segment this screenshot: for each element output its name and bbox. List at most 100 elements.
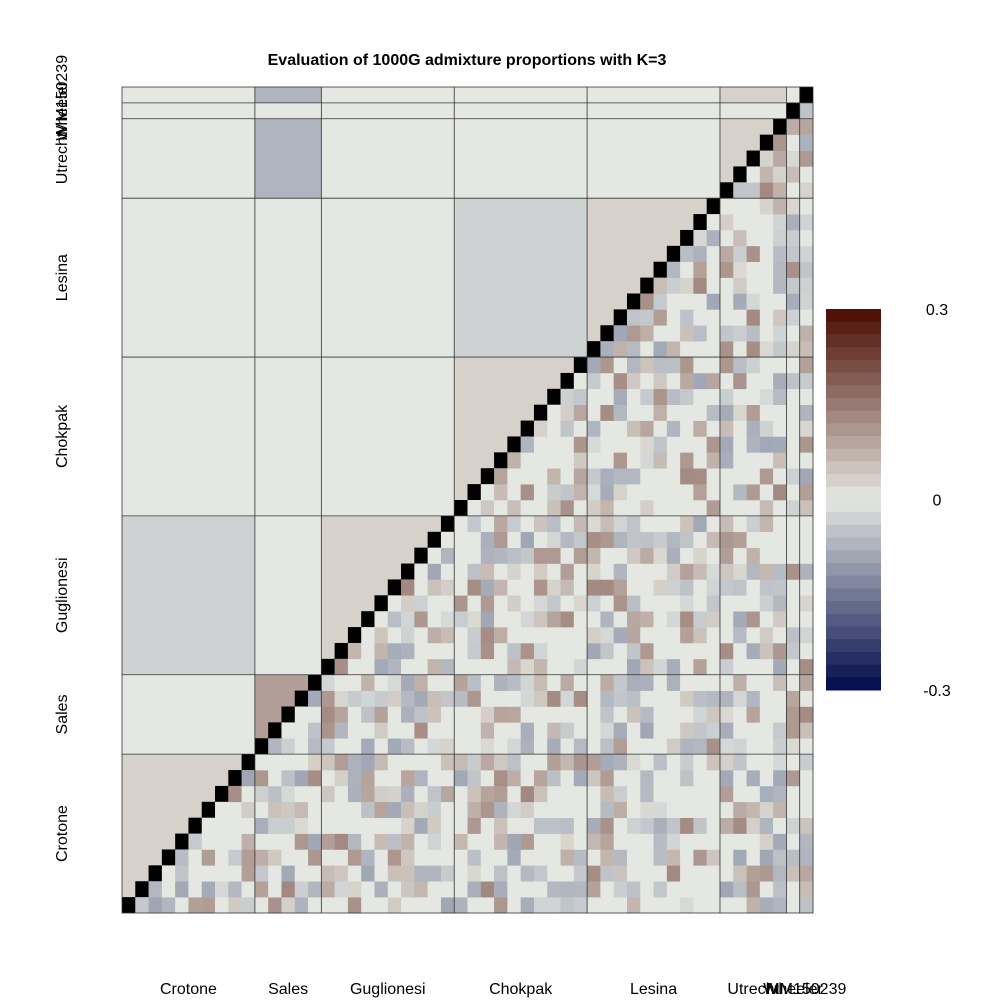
heatmap-cell: [308, 881, 322, 898]
heatmap-cell: [773, 738, 787, 755]
heatmap-cell: [494, 611, 508, 628]
heatmap-cell: [680, 579, 694, 596]
heatmap-cell: [387, 754, 402, 771]
heatmap-cell: [799, 500, 814, 517]
heatmap-cell: [308, 706, 322, 723]
heatmap-cell: [454, 738, 468, 755]
heatmap-cell: [175, 865, 189, 882]
heatmap-cell: [201, 833, 216, 850]
heatmap-cell: [773, 595, 787, 612]
heatmap-cell: [759, 357, 774, 374]
heatmap-cell: [361, 801, 375, 818]
heatmap-cell: [507, 770, 521, 787]
heatmap-cell: [759, 770, 774, 787]
heatmap-cell: [414, 579, 428, 596]
heatmap-cell: [281, 801, 296, 818]
heatmap-cell: [547, 611, 561, 628]
heatmap-cell: [786, 563, 801, 580]
heatmap-cell: [773, 214, 787, 231]
heatmap-cell: [454, 611, 468, 628]
heatmap-cell: [746, 627, 761, 644]
heatmap-cell: [587, 595, 601, 612]
heatmap-block-Guglionesi-Sales: [254, 515, 322, 675]
heatmap-cell: [719, 261, 734, 278]
heatmap-cell: [175, 849, 189, 866]
heatmap-cell: [308, 817, 322, 834]
heatmap-cell: [507, 611, 521, 628]
heatmap-cell: [706, 277, 721, 294]
heatmap-cell: [587, 372, 601, 390]
heatmap-cell: [587, 817, 601, 834]
heatmap-cell: [201, 865, 216, 882]
heatmap-cell: [666, 531, 681, 548]
heatmap-cell: [706, 500, 721, 517]
heatmap-cell: [799, 404, 814, 421]
heatmap-cell: [573, 817, 588, 834]
heatmap-cell: [613, 865, 628, 882]
colorbar-swatch: [826, 639, 881, 653]
heatmap-cell: [786, 515, 801, 533]
heatmap-cell: [560, 595, 575, 612]
heatmap-cell: [334, 674, 349, 691]
heatmap-cell: [334, 738, 349, 755]
heatmap-cell: [773, 357, 787, 374]
heatmap-cell: [533, 849, 548, 866]
heatmap-cell: [613, 658, 628, 676]
heatmap-block-Utrecht-Sales: [254, 118, 322, 199]
heatmap-cell: [573, 658, 588, 676]
heatmap-cell: [613, 849, 628, 866]
diagonal-cell: [228, 770, 242, 786]
heatmap-block-Wheeler-Crotone: [122, 102, 255, 119]
heatmap-cell: [600, 563, 614, 580]
heatmap-cell: [706, 372, 721, 390]
heatmap-cell: [374, 627, 389, 644]
heatmap-cell: [799, 166, 814, 183]
diagonal-cell: [467, 484, 481, 500]
heatmap-cell: [334, 722, 349, 739]
heatmap-cell: [600, 690, 614, 707]
heatmap-cell: [401, 658, 415, 676]
heatmap-cell: [321, 849, 335, 866]
heatmap-cell: [759, 468, 774, 485]
heatmap-cell: [626, 579, 641, 596]
heatmap-cell: [454, 595, 468, 612]
heatmap-cell: [467, 817, 482, 834]
heatmap-cell: [719, 738, 734, 755]
heatmap-cell: [746, 198, 761, 215]
heatmap-cell: [334, 785, 349, 803]
heatmap-cell: [427, 833, 442, 850]
heatmap-cell: [533, 690, 548, 707]
heatmap-cell: [494, 785, 508, 803]
heatmap-cell: [786, 642, 801, 660]
heatmap-cell: [480, 547, 495, 564]
heatmap-cell: [733, 452, 747, 469]
heatmap-cell: [294, 817, 309, 834]
heatmap-cell: [640, 611, 654, 628]
heatmap-cell: [773, 897, 787, 914]
heatmap-cell: [560, 500, 575, 517]
heatmap-cell: [361, 658, 375, 676]
heatmap-cell: [507, 881, 521, 898]
heatmap-cell: [281, 849, 296, 866]
heatmap-cell: [467, 785, 482, 803]
heatmap-cell: [294, 849, 309, 866]
heatmap-cell: [626, 881, 641, 898]
heatmap-cell: [573, 642, 588, 660]
heatmap-cell: [507, 690, 521, 707]
heatmap-cell: [666, 563, 681, 580]
heatmap-cell: [719, 658, 734, 676]
heatmap-cell: [706, 547, 721, 564]
heatmap-cell: [626, 801, 641, 818]
heatmap-cell: [560, 611, 575, 628]
heatmap-cell: [427, 674, 442, 691]
heatmap-cell: [467, 754, 482, 771]
heatmap-cell: [600, 595, 614, 612]
heatmap-cell: [454, 515, 468, 533]
x-tick-label: Utrecht: [727, 981, 779, 998]
heatmap-cell: [480, 579, 495, 596]
heatmap-block-Utrecht-Chokpak: [454, 118, 588, 199]
heatmap-cell: [799, 881, 814, 898]
heatmap-cell: [773, 134, 787, 151]
heatmap-cell: [241, 881, 256, 898]
heatmap-cell: [653, 706, 668, 723]
